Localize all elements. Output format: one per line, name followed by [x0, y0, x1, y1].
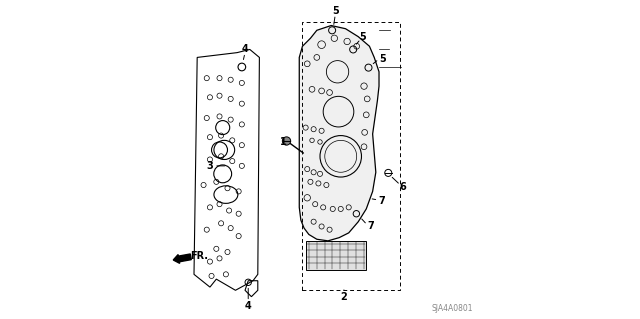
Polygon shape	[300, 26, 379, 241]
Text: FR.: FR.	[190, 251, 208, 261]
FancyArrow shape	[173, 254, 191, 263]
Text: 5: 5	[332, 6, 339, 16]
Text: 1: 1	[280, 137, 287, 147]
Text: 2: 2	[340, 292, 348, 302]
Text: 3: 3	[207, 161, 213, 171]
Text: 7: 7	[367, 221, 374, 232]
Text: 5: 5	[360, 32, 367, 42]
FancyBboxPatch shape	[306, 241, 366, 270]
Circle shape	[282, 137, 291, 145]
Text: 6: 6	[399, 182, 406, 192]
Text: 7: 7	[379, 196, 385, 206]
Text: 4: 4	[242, 44, 248, 55]
Text: 4: 4	[245, 301, 252, 311]
Text: SJA4A0801: SJA4A0801	[431, 304, 473, 313]
Text: 5: 5	[379, 54, 385, 64]
